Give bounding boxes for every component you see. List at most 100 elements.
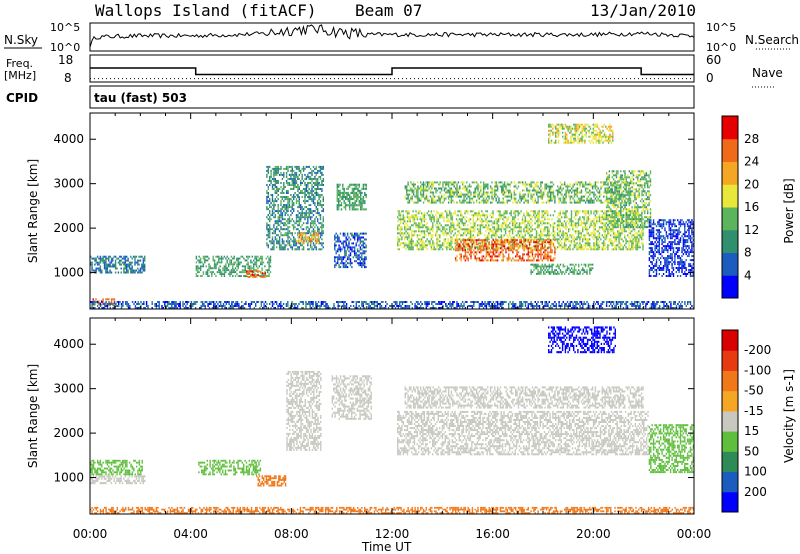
scatter-cell	[198, 267, 200, 270]
scatter-cell	[251, 255, 253, 258]
scatter-cell	[461, 249, 464, 252]
scatter-cell	[617, 222, 619, 225]
scatter-cell	[293, 208, 295, 211]
scatter-cell	[465, 220, 468, 223]
scatter-cell	[308, 171, 310, 174]
scatter-cell	[612, 244, 615, 247]
scatter-cell	[322, 210, 324, 213]
scatter-cell	[540, 222, 542, 225]
scatter-cell	[480, 191, 482, 194]
scatter-cell	[541, 247, 543, 250]
scatter-cell	[213, 273, 216, 275]
scatter-cell	[416, 224, 419, 227]
scatter-cell	[594, 214, 596, 217]
scatter-cell	[291, 232, 293, 235]
scatter-cell	[566, 234, 568, 237]
scatter-cell	[254, 263, 256, 266]
scatter-cell	[348, 262, 350, 265]
scatter-cell	[526, 201, 528, 204]
scatter-cell	[431, 201, 433, 204]
scatter-cell	[199, 275, 202, 277]
scatter-cell	[572, 238, 574, 241]
scatter-cell	[267, 255, 269, 258]
scatter-cell	[496, 243, 499, 246]
scatter-cell	[397, 238, 399, 241]
scatter-cell	[527, 226, 529, 229]
scatter-cell	[405, 226, 407, 229]
scatter-cell	[600, 222, 602, 225]
scatter-cell	[113, 263, 115, 266]
scatter-cell	[628, 242, 630, 245]
scatter-cell	[293, 220, 295, 223]
scatter-cell	[610, 230, 612, 233]
scatter-cell	[348, 246, 350, 249]
scatter-cell	[526, 238, 528, 241]
scatter-cell	[134, 259, 136, 262]
scatter-cell	[450, 199, 453, 202]
scatter-cell	[127, 259, 129, 262]
scatter-cell	[530, 197, 532, 200]
scatter-cell	[454, 249, 457, 252]
scatter-cell	[552, 222, 554, 225]
scatter-cell	[513, 247, 515, 250]
scatter-cell	[550, 197, 552, 200]
scatter-cell	[429, 185, 432, 188]
scatter-cell	[433, 210, 435, 213]
scatter-cell	[413, 189, 415, 192]
scatter-cell	[361, 244, 363, 247]
scatter-cell	[232, 267, 234, 270]
scatter-cell	[576, 212, 578, 215]
scatter-cell	[134, 257, 136, 260]
scatter-cell	[589, 226, 591, 229]
scatter-cell	[515, 249, 517, 252]
scatter-cell	[274, 216, 276, 219]
scatter-cell	[359, 246, 362, 249]
scatter-cell	[580, 224, 582, 227]
scatter-cell	[335, 264, 337, 267]
scatter-cell	[307, 220, 309, 223]
scatter-cell	[484, 243, 486, 246]
scatter-cell	[559, 214, 561, 217]
scatter-cell	[573, 240, 575, 243]
scatter-cell	[246, 272, 248, 275]
scatter-cell	[479, 228, 482, 231]
scatter-cell	[503, 189, 506, 192]
scatter-cell	[434, 224, 437, 227]
scatter-cell	[527, 212, 529, 215]
scatter-cell	[516, 255, 518, 258]
scatter-cell	[604, 230, 606, 233]
scatter-cell	[542, 230, 545, 233]
scatter-cell	[404, 224, 406, 227]
scatter-cell	[463, 195, 465, 198]
scatter-cell	[473, 241, 475, 244]
scatter-cell	[318, 204, 320, 207]
scatter-cell	[499, 253, 502, 256]
scatter-cell	[411, 232, 413, 235]
scatter-cell	[364, 242, 366, 245]
scatter-cell	[406, 228, 409, 231]
scatter-cell	[116, 257, 118, 260]
scatter-cell	[566, 232, 568, 235]
scatter-cell	[500, 230, 503, 233]
scatter-cell	[226, 261, 228, 264]
scatter-cell	[338, 266, 340, 269]
scatter-cell	[321, 248, 323, 251]
scatter-cell	[141, 267, 143, 270]
scatter-cell	[425, 226, 427, 229]
scatter-cell	[464, 210, 466, 213]
scatter-cell	[322, 180, 324, 182]
scatter-cell	[415, 244, 417, 247]
scatter-cell	[356, 234, 359, 237]
scatter-cell	[475, 199, 478, 202]
scatter-cell	[287, 169, 289, 172]
scatter-cell	[547, 195, 549, 198]
scatter-cell	[317, 241, 319, 244]
scatter-cell	[454, 181, 457, 184]
scatter-cell	[339, 256, 342, 259]
scatter-cell	[587, 220, 589, 223]
scatter-cell	[334, 266, 336, 269]
scatter-cell	[432, 226, 434, 229]
scatter-cell	[338, 185, 340, 188]
scatter-cell	[476, 228, 479, 231]
scatter-cell	[223, 265, 226, 268]
